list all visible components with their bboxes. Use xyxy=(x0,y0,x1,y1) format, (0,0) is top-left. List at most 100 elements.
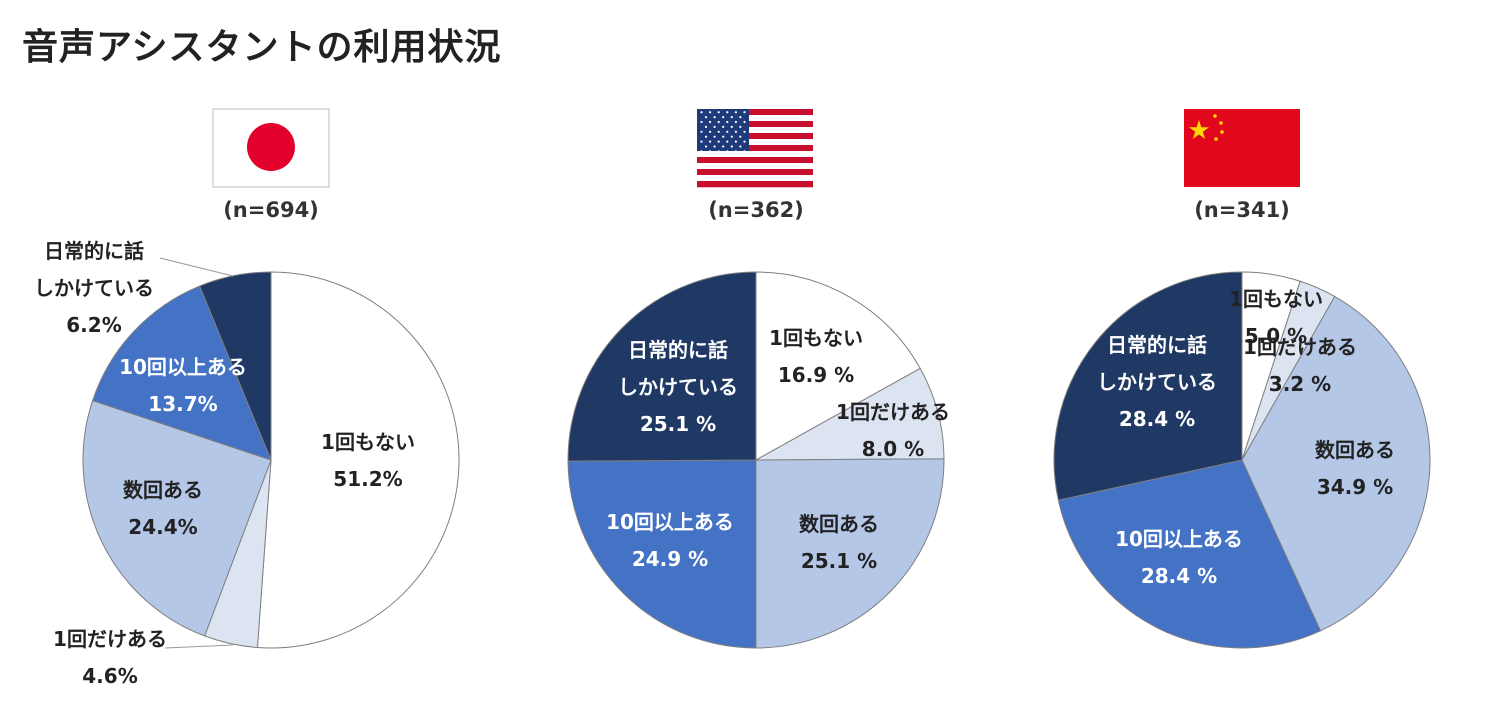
flag-star xyxy=(743,120,746,124)
slice-value-label: 51.2% xyxy=(333,467,402,491)
flag-star xyxy=(739,125,742,128)
slice-value-label: 28.4 % xyxy=(1119,407,1195,431)
slice-category-label: 1回もない xyxy=(769,326,863,350)
slice-value-label: 24.9 % xyxy=(632,547,708,571)
flag-star xyxy=(726,111,729,114)
flag-stripe xyxy=(697,115,813,122)
slice-category-label: 数回ある xyxy=(1315,438,1395,462)
flag-star xyxy=(700,111,703,114)
flag-star xyxy=(704,125,708,128)
flag-stripe xyxy=(697,181,813,188)
flag-star xyxy=(730,135,733,138)
flag-star xyxy=(709,140,712,143)
slice-value-label: 25.1 % xyxy=(640,412,716,436)
flag-stripe xyxy=(697,151,813,158)
slice-value-label: 8.0 % xyxy=(862,437,924,461)
pie-slice xyxy=(755,271,921,461)
china-pie-chart: 1回もない 5.0 %1回だけある 3.2 % 数回ある 34.9 % 10回以上ある 28… xyxy=(1053,271,1431,649)
flag-star xyxy=(743,150,746,153)
flag-star xyxy=(734,130,738,133)
slice-value-label: 13.7% xyxy=(148,392,217,416)
slice-category-label: 1回だけある xyxy=(836,400,950,424)
slice-category-label: 1回もない xyxy=(321,430,415,454)
flag-star xyxy=(700,140,703,143)
flag-stripe xyxy=(697,133,813,140)
pie-slice xyxy=(82,399,272,637)
flag-star xyxy=(734,140,738,143)
slice-category-label: 1回だけある xyxy=(53,627,167,651)
flag-star xyxy=(709,111,712,114)
slice-value-label: 16.9 % xyxy=(778,363,854,387)
flag-star xyxy=(734,150,738,153)
china-sample-size: (n=341) xyxy=(1194,198,1290,222)
flag-star xyxy=(739,145,742,148)
flag-stripe xyxy=(697,139,813,146)
slice-category-label: 数回ある xyxy=(799,512,879,536)
flag-star xyxy=(722,116,725,119)
slice-category-label: しかけている xyxy=(34,276,154,300)
slice-category-label: 日常的に話 xyxy=(1107,333,1207,357)
flag-star xyxy=(726,150,729,153)
pie-slice xyxy=(199,271,272,461)
flag-star xyxy=(717,150,720,153)
flag-star xyxy=(743,111,746,114)
pie-slice xyxy=(1053,271,1243,501)
flag-star xyxy=(726,130,729,133)
flag-star xyxy=(743,140,746,143)
slice-category-label: 10回以上ある xyxy=(1115,527,1243,551)
flag-star xyxy=(739,135,742,138)
flag-star xyxy=(734,120,738,124)
slice-value-label: 25.1 % xyxy=(801,549,877,573)
flag-star xyxy=(730,125,733,128)
slice-category-label: 10回以上ある xyxy=(606,510,734,534)
slice-category-label: 1回もない xyxy=(1229,287,1323,311)
pie-slice xyxy=(1057,459,1322,649)
usa-sample-size: (n=362) xyxy=(708,198,804,222)
flag-star xyxy=(709,120,712,124)
flag-stripe xyxy=(697,169,813,176)
flag-star xyxy=(739,116,742,119)
flag-star xyxy=(726,120,729,124)
flag-star xyxy=(734,111,738,114)
pie-slice xyxy=(1241,295,1431,632)
slice-category-label: しかけている xyxy=(618,375,738,399)
leader-line xyxy=(159,257,234,277)
slice-value-label: 24.4% xyxy=(128,515,197,539)
japan-flag-icon xyxy=(212,108,330,188)
flag-star xyxy=(709,130,712,133)
flag-star xyxy=(700,130,703,133)
usa-pie-chart: 1回もない 16.9 % 1回だけある 8.0 % 数回ある 25.1 % 10回以上ある 2… xyxy=(567,271,950,649)
slice-category-label: しかけている xyxy=(1097,370,1217,394)
flag-star xyxy=(722,125,725,128)
flag-star xyxy=(730,116,733,119)
flag-star xyxy=(713,135,716,138)
flag-stripe xyxy=(697,127,813,134)
slice-value-label: 34.9 % xyxy=(1317,475,1393,499)
flag-stripe xyxy=(697,157,813,164)
pie-slice xyxy=(92,285,272,461)
slice-value-label: 28.4 % xyxy=(1141,564,1217,588)
flag-stripe xyxy=(697,121,813,128)
flag-stripe xyxy=(697,175,813,182)
flag-star xyxy=(713,125,716,128)
flag-star xyxy=(704,145,708,148)
pie-slice xyxy=(256,271,460,649)
japan-sample-size: (n=694) xyxy=(223,198,319,222)
flag-star xyxy=(713,145,716,148)
slice-category-label: 日常的に話 xyxy=(628,338,728,362)
flag-star xyxy=(700,120,703,124)
flag-star xyxy=(722,145,725,148)
slice-category-label: 数回ある xyxy=(123,478,203,502)
flag-canton xyxy=(697,109,749,151)
flag-star xyxy=(717,140,720,143)
flag-stripe xyxy=(697,145,813,152)
flag-star xyxy=(704,116,708,119)
flag-star xyxy=(704,135,708,138)
pie-slice xyxy=(567,459,757,649)
pie-slice xyxy=(755,458,945,649)
flag-star xyxy=(730,145,733,148)
flag-stripe xyxy=(697,109,813,116)
flag-star xyxy=(722,135,725,138)
pie-slice xyxy=(567,271,757,462)
